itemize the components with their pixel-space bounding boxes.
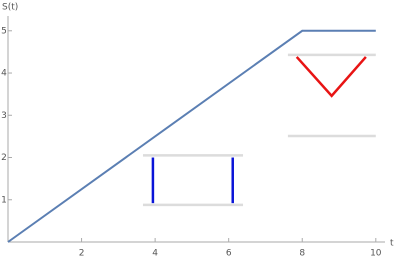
- y-tick-label: 2: [1, 153, 7, 163]
- y-tick-label: 4: [1, 69, 7, 79]
- y-tick-label: 5: [1, 26, 7, 36]
- series-line: [295, 56, 367, 98]
- y-axis-label: S(t): [2, 3, 18, 13]
- series-line: [7, 29, 376, 243]
- x-tick-label: 8: [299, 249, 305, 259]
- y-tick-label: 1: [1, 195, 7, 205]
- x-tick-label: 2: [79, 249, 85, 259]
- x-tick-label: 6: [226, 249, 232, 259]
- x-tick-label: 4: [152, 249, 158, 259]
- x-axis-label: t: [390, 239, 394, 249]
- y-tick-label: 3: [1, 111, 7, 121]
- x-tick-label: 10: [370, 249, 382, 259]
